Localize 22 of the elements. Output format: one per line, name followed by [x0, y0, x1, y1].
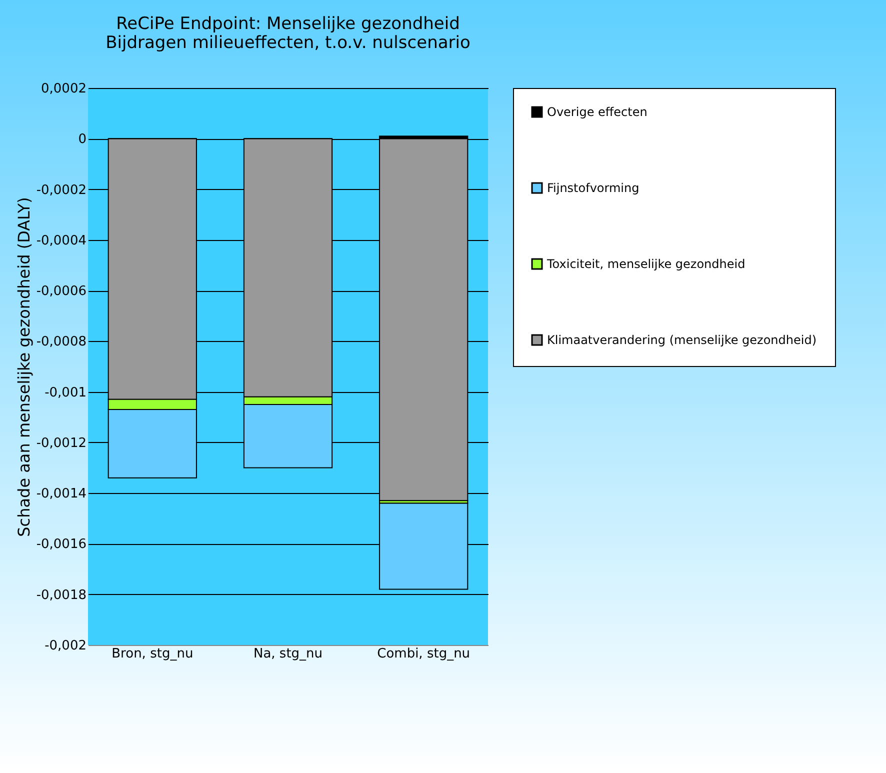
y-tick-label: -0,001: [44, 385, 86, 400]
x-tick-label: Bron, stg_nu: [112, 646, 194, 662]
x-tick-label: Combi, stg_nu: [377, 646, 470, 662]
y-tick-label: -0,0014: [36, 486, 86, 502]
x-tick-label: Na, stg_nu: [253, 646, 323, 662]
y-tick-label: -0,0012: [36, 436, 86, 451]
y-tick-label: 0,0002: [41, 82, 86, 96]
y-tick-label: -0,0008: [36, 334, 86, 350]
y-tick-label: -0,0004: [36, 233, 86, 248]
legend-label: Toxiciteit, menselijke gezondheid: [546, 257, 746, 271]
legend-label: Overige effecten: [547, 105, 648, 119]
y-tick-label: -0,002: [44, 638, 86, 654]
y-tick-label: 0: [78, 132, 86, 148]
y-tick-label: -0,0006: [36, 284, 86, 300]
text: ReCiPe Endpoint: Menselijke gezondheid: [116, 14, 460, 34]
legend-label: Klimaatverandering (menselijke gezondheid): [547, 333, 817, 347]
y-tick-label: -0,0018: [36, 588, 86, 603]
legend-label: Fijnstofvorming: [547, 181, 640, 195]
text: Bijdragen milieueffecten, t.o.v. nulscenario: [106, 33, 470, 53]
y-tick-label: -0,0002: [36, 182, 86, 198]
y-tick-label: -0,0016: [36, 537, 86, 552]
y-axis-title: Schade aan menselijke gezondheid (DALY): [14, 197, 34, 537]
